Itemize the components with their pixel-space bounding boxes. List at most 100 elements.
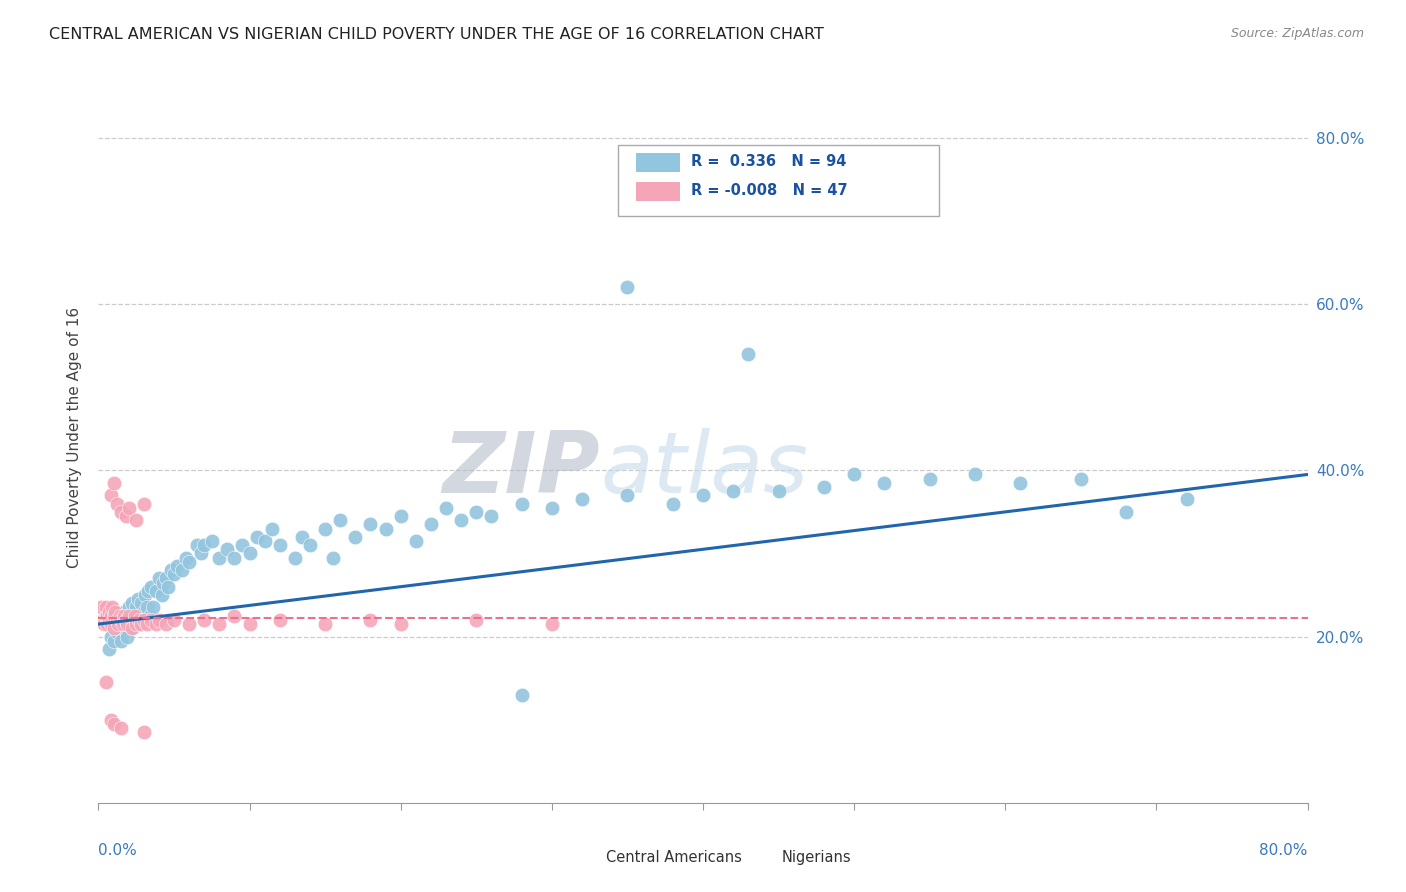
Point [118, 600, 141, 615]
Point [118, 617, 141, 632]
Bar [749, 852, 776, 863]
Point [239, 546, 262, 560]
Point [100, 617, 122, 632]
Point [344, 530, 367, 544]
Point [166, 558, 188, 573]
Point [103, 608, 125, 623]
Text: Source: ZipAtlas.com: Source: ZipAtlas.com [1230, 27, 1364, 40]
Y-axis label: Child Poverty Under the Age of 16: Child Poverty Under the Age of 16 [66, 307, 82, 567]
Point [190, 546, 212, 560]
Point [103, 475, 125, 490]
Point [844, 467, 866, 482]
Point [115, 630, 138, 644]
Point [96, 617, 118, 632]
Point [360, 517, 382, 532]
Point [94, 600, 117, 615]
Point [208, 617, 231, 632]
FancyBboxPatch shape [619, 145, 939, 216]
Point [145, 583, 167, 598]
Point [389, 617, 412, 632]
Point [291, 530, 314, 544]
Point [231, 538, 253, 552]
Point [111, 617, 134, 632]
Point [103, 613, 125, 627]
Point [253, 533, 276, 548]
Point [122, 613, 145, 627]
Point [284, 550, 307, 565]
Point [723, 484, 745, 499]
Point [360, 613, 382, 627]
Point [121, 621, 143, 635]
Point [156, 580, 179, 594]
Point [125, 617, 148, 632]
Point [94, 608, 117, 623]
Point [100, 713, 122, 727]
Point [540, 617, 562, 632]
Point [174, 550, 197, 565]
Point [120, 613, 142, 627]
Point [129, 617, 152, 632]
Point [314, 521, 336, 535]
Point [90, 600, 112, 615]
Point [124, 608, 146, 623]
Point [434, 500, 457, 515]
Point [127, 592, 149, 607]
Point [121, 621, 143, 635]
Point [510, 497, 533, 511]
Point [105, 613, 128, 627]
Text: Nigerians: Nigerians [782, 850, 851, 865]
Point [813, 480, 835, 494]
Bar [637, 182, 681, 201]
Point [1070, 472, 1092, 486]
Point [136, 583, 159, 598]
Point [179, 617, 201, 632]
Point [148, 613, 170, 627]
Point [94, 617, 117, 632]
Point [110, 613, 132, 627]
Point [107, 621, 129, 635]
Point [141, 613, 163, 627]
Point [465, 613, 488, 627]
Point [101, 600, 124, 615]
Point [100, 608, 122, 623]
Point [374, 521, 396, 535]
Point [616, 488, 638, 502]
Point [100, 630, 122, 644]
Point [737, 347, 759, 361]
Point [129, 596, 152, 610]
Point [142, 600, 165, 615]
Point [110, 505, 132, 519]
Point [450, 513, 472, 527]
Text: CENTRAL AMERICAN VS NIGERIAN CHILD POVERTY UNDER THE AGE OF 16 CORRELATION CHART: CENTRAL AMERICAN VS NIGERIAN CHILD POVER… [49, 27, 824, 42]
Text: 80.0%: 80.0% [1260, 843, 1308, 858]
Point [269, 538, 291, 552]
Point [163, 567, 186, 582]
Point [125, 617, 148, 632]
Point [873, 475, 896, 490]
Point [124, 608, 146, 623]
Point [110, 613, 132, 627]
Point [128, 613, 150, 627]
Bar [637, 153, 681, 171]
Point [692, 488, 714, 502]
Text: R = -0.008   N = 47: R = -0.008 N = 47 [690, 183, 848, 198]
Point [135, 600, 157, 615]
Point [616, 280, 638, 294]
Point [1010, 475, 1032, 490]
Text: R =  0.336   N = 94: R = 0.336 N = 94 [690, 153, 846, 169]
Point [132, 613, 155, 627]
Point [314, 617, 336, 632]
Point [128, 613, 150, 627]
Point [389, 509, 412, 524]
Point [118, 500, 141, 515]
Point [103, 621, 125, 635]
Text: Central Americans: Central Americans [606, 850, 742, 865]
Point [94, 675, 117, 690]
Point [125, 513, 148, 527]
Point [262, 521, 284, 535]
Point [98, 605, 121, 619]
Point [110, 633, 132, 648]
Point [1175, 492, 1198, 507]
Point [114, 621, 136, 635]
Point [114, 509, 136, 524]
